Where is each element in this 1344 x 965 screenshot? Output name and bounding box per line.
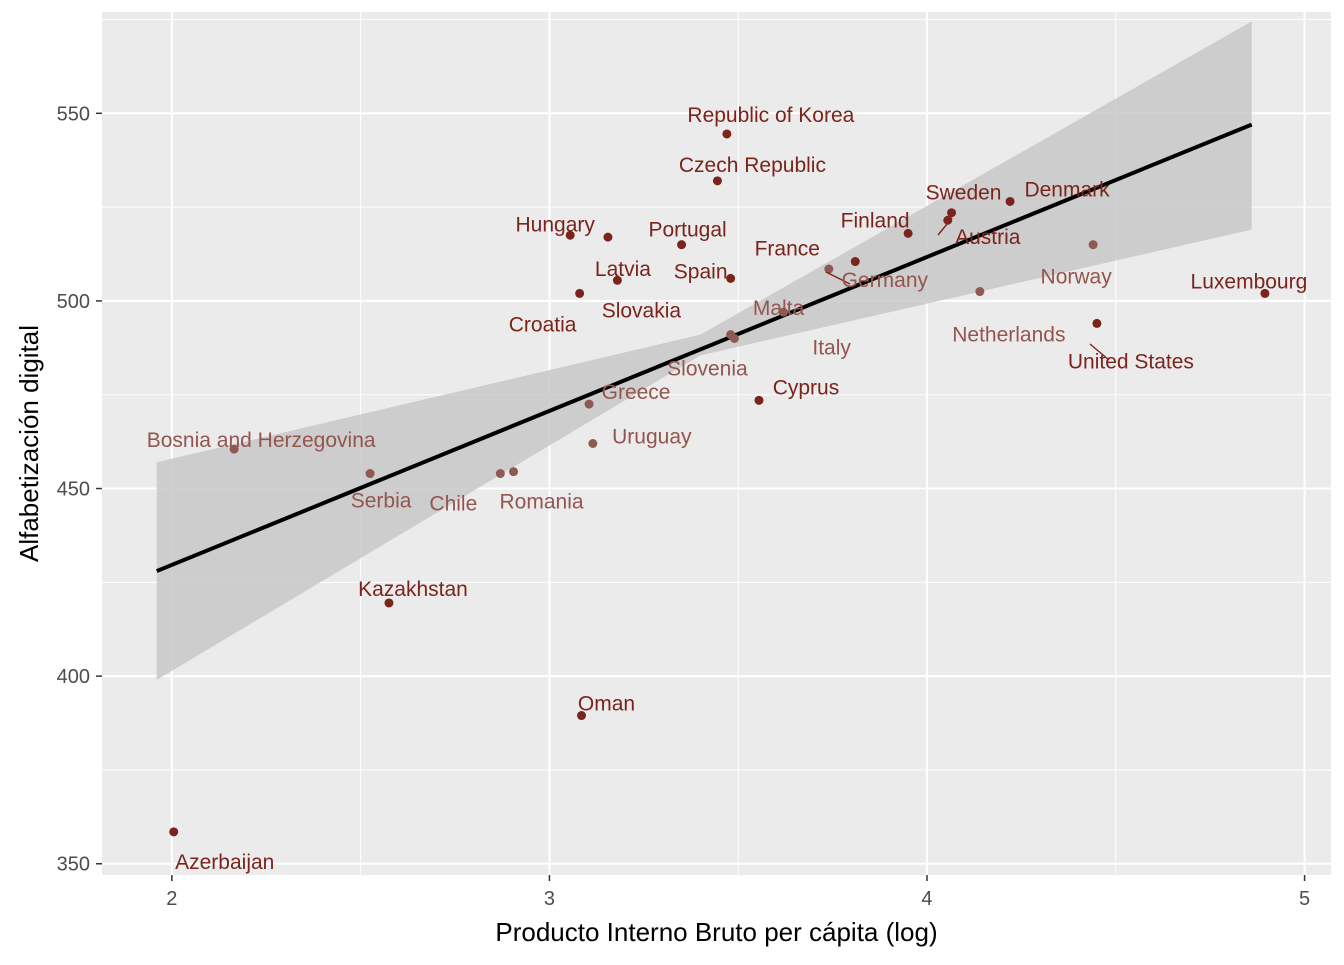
x-tick-label: 5 xyxy=(1299,888,1310,910)
data-point xyxy=(575,288,585,298)
point-label: Republic of Korea xyxy=(687,104,854,127)
data-point xyxy=(1005,196,1015,206)
data-point xyxy=(495,469,505,479)
point-label: Bosnia and Herzegovina xyxy=(147,429,376,452)
point-label: Hungary xyxy=(515,213,595,236)
point-label: Latvia xyxy=(595,258,651,281)
point-label: Luxembourg xyxy=(1191,270,1308,293)
confidence-band xyxy=(156,21,1252,680)
data-point xyxy=(712,176,722,186)
confidence-band-layer xyxy=(156,21,1252,680)
point-label: Chile xyxy=(429,493,477,516)
data-point xyxy=(677,240,687,250)
point-label: Romania xyxy=(500,491,584,514)
point-label: Serbia xyxy=(351,490,412,513)
data-points xyxy=(169,129,1270,837)
data-point xyxy=(229,444,239,454)
data-point xyxy=(943,215,953,225)
regression-line xyxy=(155,122,1253,573)
data-point xyxy=(824,264,834,274)
data-point xyxy=(903,228,913,238)
data-point xyxy=(779,307,789,317)
data-point xyxy=(1088,240,1098,250)
data-point xyxy=(588,439,598,448)
point-label: Azerbaijan xyxy=(175,851,274,874)
data-point xyxy=(850,257,860,267)
label-leader-line xyxy=(825,271,851,285)
point-label: Kazakhstan xyxy=(358,578,468,601)
y-tick-label: 500 xyxy=(57,291,90,313)
point-label: Malta xyxy=(753,297,805,320)
data-point xyxy=(975,287,985,297)
point-label: Sweden xyxy=(926,182,1002,205)
point-label: Austria xyxy=(955,226,1021,249)
data-point xyxy=(509,467,519,477)
data-point xyxy=(947,208,957,218)
x-tick-label: 3 xyxy=(544,888,555,910)
y-axis-title: Alfabetización digital xyxy=(14,325,44,562)
y-axis-ticks: 350 400 450 500 550 xyxy=(57,103,102,876)
point-label: Cyprus xyxy=(773,376,840,399)
x-tick-label: 2 xyxy=(166,888,177,910)
label-leader-line xyxy=(1089,343,1110,361)
data-point xyxy=(584,399,594,409)
data-point xyxy=(565,230,575,240)
point-label: Portugal xyxy=(648,219,726,242)
y-tick-label: 550 xyxy=(57,103,90,125)
point-label: Greece xyxy=(602,381,671,404)
x-axis-title: Producto Interno Bruto per cápita (log) xyxy=(495,917,937,947)
point-label: Slovenia xyxy=(667,357,748,380)
point-label: Denmark xyxy=(1024,178,1110,201)
point-label: Netherlands xyxy=(952,324,1065,347)
data-point xyxy=(1092,318,1102,328)
data-point xyxy=(754,395,764,405)
point-label: Czech Republic xyxy=(679,154,826,177)
point-label: Uruguay xyxy=(612,426,692,449)
point-label: Italy xyxy=(812,337,851,360)
label-leader-line xyxy=(937,217,953,236)
data-point xyxy=(365,469,375,479)
point-label: Finland xyxy=(841,209,910,232)
data-point xyxy=(1260,288,1270,298)
point-label: Spain xyxy=(674,260,728,283)
point-label: Norway xyxy=(1041,266,1113,289)
y-tick-label: 350 xyxy=(57,854,90,876)
data-point xyxy=(169,827,179,837)
fit-line-layer xyxy=(155,122,1253,573)
x-axis-ticks: 2 3 4 5 xyxy=(166,875,1310,910)
y-tick-label: 400 xyxy=(57,666,90,688)
data-point xyxy=(729,333,739,343)
data-point xyxy=(603,232,613,242)
point-label: Oman xyxy=(578,693,635,716)
point-label: Slovakia xyxy=(602,299,682,322)
data-point xyxy=(577,711,587,721)
point-label: France xyxy=(755,238,820,261)
data-point xyxy=(612,275,622,285)
point-label: Germany xyxy=(842,269,929,292)
point-label: United States xyxy=(1068,350,1194,373)
point-labels: Republic of Korea Czech Republic Sweden Den… xyxy=(147,104,1308,874)
y-tick-label: 450 xyxy=(57,479,90,501)
data-point xyxy=(384,598,394,608)
x-tick-label: 4 xyxy=(921,888,932,910)
point-label: Croatia xyxy=(509,313,577,336)
data-point xyxy=(722,129,732,139)
data-point xyxy=(726,273,736,283)
